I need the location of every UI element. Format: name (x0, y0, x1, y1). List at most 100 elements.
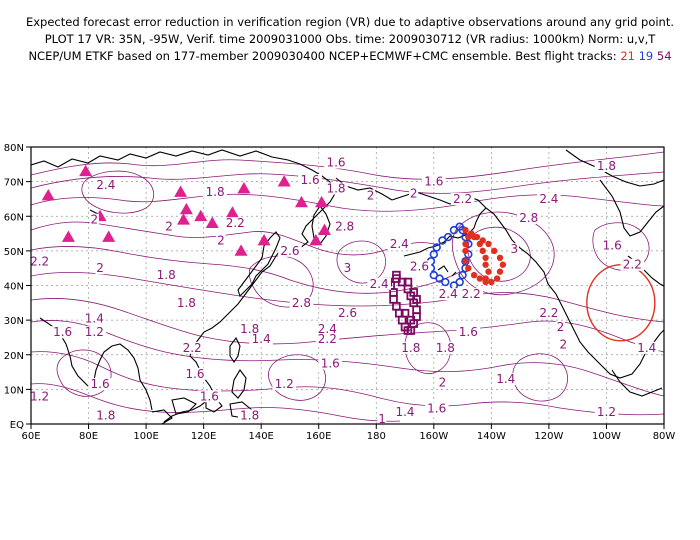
contour-label-background (180, 341, 204, 354)
observation-triangle-marker (277, 175, 291, 187)
contour-label-background (459, 288, 484, 301)
latitude-axis: EQ 10N 20N 30N 40N 50N 60N 70N 80N (4, 143, 31, 431)
contour-label-background (424, 402, 449, 415)
contour-value-label: 2.8 (292, 296, 311, 310)
contour-label-background (94, 409, 118, 422)
flight-track-21-point (465, 233, 472, 241)
contour-label-background (509, 243, 519, 256)
track-label-21: 21 (620, 49, 635, 63)
observation-triangle-marker (309, 233, 323, 246)
contour-label-background (94, 179, 118, 192)
flight-track-19-point (461, 257, 470, 266)
header-line-3-text: NCEP/UM ETKF based on 177-member 2009030… (28, 49, 617, 63)
contour-line (31, 320, 664, 397)
coastline (599, 179, 664, 237)
contour-line (31, 193, 664, 212)
contour-label-background (315, 333, 340, 346)
flight-track-21-point (462, 240, 469, 248)
lon-tick-label: 120E (191, 431, 216, 442)
contour-line (452, 211, 555, 296)
flight-track-21-point (476, 240, 484, 248)
contour-label-background (249, 333, 273, 346)
flight-track-21-point (488, 278, 495, 286)
contour-label-background (237, 409, 262, 422)
flight-track-54-point (406, 315, 416, 325)
contour-value-label: 1.2 (597, 405, 616, 419)
track-label-19: 19 (638, 49, 654, 63)
flight-track-21-point (465, 264, 472, 272)
lat-tick-label: 80N (4, 143, 24, 154)
flight-track-19-point (455, 277, 464, 287)
contour-value-label: 2.6 (338, 306, 357, 320)
contour-value-label: 3 (511, 242, 519, 256)
contour-value-label: 1.6 (321, 356, 340, 370)
flight-track-21-point (485, 268, 492, 275)
contour-value-label: 2 (217, 233, 225, 247)
contour-value-label: 2 (410, 187, 418, 201)
flight-track-21-point (462, 247, 469, 255)
contour-line (81, 170, 154, 214)
contour-label-background (27, 390, 52, 403)
flight-track-19-point (432, 243, 441, 252)
contour-value-label: 1.8 (240, 322, 259, 336)
lat-tick-label: 60N (4, 212, 24, 223)
contour-value-label: 1.8 (326, 182, 345, 196)
contour-value-label: 2 (96, 261, 104, 275)
contour-label-background (594, 405, 619, 418)
contour-label-background (272, 378, 296, 391)
observation-triangle-marker (315, 195, 329, 208)
contour-value-label: 2.4 (390, 237, 409, 251)
contour-value-label: 2.2 (30, 254, 49, 268)
lon-tick-label: 80E (79, 431, 98, 442)
contour-value-label: 2 (165, 220, 173, 234)
coastline (39, 317, 153, 411)
observation-triangle-marker (205, 216, 219, 229)
contour-label-background (450, 192, 475, 205)
flight-track-21-point (496, 268, 504, 275)
observation-triangle-marker (317, 223, 331, 235)
coastline (151, 409, 173, 424)
flight-track-21-point (462, 258, 469, 265)
contour-label-background (537, 192, 561, 205)
contour-label-background (433, 341, 458, 354)
contour-value-label: 1.8 (96, 408, 115, 422)
contour-label-background (298, 173, 322, 186)
contour-value-label: 2.4 (96, 178, 115, 192)
observation-triangle-marker (237, 182, 251, 194)
contour-label-background (436, 288, 461, 301)
flight-track-21-point (485, 240, 492, 248)
observation-triangle-marker (225, 206, 239, 218)
contour-label-background (318, 357, 343, 370)
contour-value-label: 1.4 (85, 311, 104, 325)
contour-value-label: 1.8 (206, 185, 225, 199)
lon-tick-label: 180 (367, 431, 386, 442)
flight-track-19-point (429, 250, 439, 259)
contour-value-label: 2 (367, 188, 375, 202)
contour-value-label: 2.4 (370, 277, 389, 291)
contour-label-background (332, 220, 357, 233)
contour-label-background (620, 258, 645, 271)
contour-value-label: 2.2 (183, 341, 202, 355)
coastline (611, 369, 663, 397)
contour-label-background (558, 338, 568, 351)
contour-label-background (437, 376, 448, 389)
contour-value-label: 2 (90, 213, 98, 227)
contour-label-background (600, 239, 625, 252)
contour-label-background (516, 211, 541, 224)
contour-value-label: 1.8 (177, 296, 196, 310)
flight-track-54-point (403, 326, 413, 335)
coastline (437, 265, 457, 277)
contour-line (31, 171, 664, 194)
contour-line (31, 351, 664, 416)
contour-value-label: 1.2 (85, 325, 104, 339)
contour-label-background (324, 156, 348, 169)
contour-label-background (174, 296, 199, 309)
contour-line (31, 221, 441, 256)
flight-track-21-point (482, 275, 489, 282)
contour-label-background (183, 367, 207, 380)
contour-label-background (456, 326, 481, 339)
lat-tick-label: 10N (4, 385, 24, 396)
contour-label-background (164, 220, 174, 233)
contour-value-label: 1.4 (496, 372, 515, 386)
contour-label-background (82, 312, 107, 325)
